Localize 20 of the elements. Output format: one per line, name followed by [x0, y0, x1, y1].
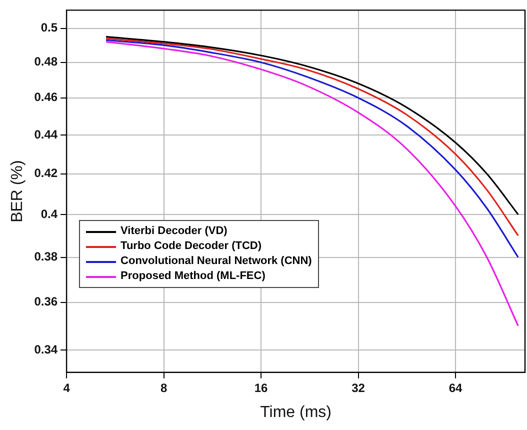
x-tick-label: 8: [160, 380, 168, 395]
y-axis-title: BER (%): [9, 160, 26, 222]
legend-label: Viterbi Decoder (VD): [120, 224, 228, 240]
y-tick-label: 0.38: [34, 250, 58, 264]
x-tick-label: 4: [63, 380, 70, 395]
legend-label: Convolutional Neural Network (CNN): [120, 254, 312, 270]
legend-label: Proposed Method (ML-FEC): [120, 269, 266, 284]
legend-label: Turbo Code Decoder (TCD): [120, 239, 262, 254]
y-tick-label: 0.48: [34, 54, 58, 69]
y-tick-label: 0.36: [34, 294, 58, 309]
x-tick-label: 32: [352, 380, 366, 395]
y-tick-label: 0.34: [34, 342, 58, 356]
y-tick-label: 0.46: [34, 90, 58, 104]
y-tick-label: 0.42: [34, 166, 58, 180]
x-tick-label: 16: [254, 380, 268, 395]
y-tick-label: 0.4: [40, 206, 58, 221]
x-axis-title: Time (ms): [260, 404, 332, 421]
y-tick-label: 0.44: [34, 127, 58, 142]
x-tick-label: 64: [448, 380, 463, 395]
y-tick-label: 0.5: [40, 20, 58, 35]
